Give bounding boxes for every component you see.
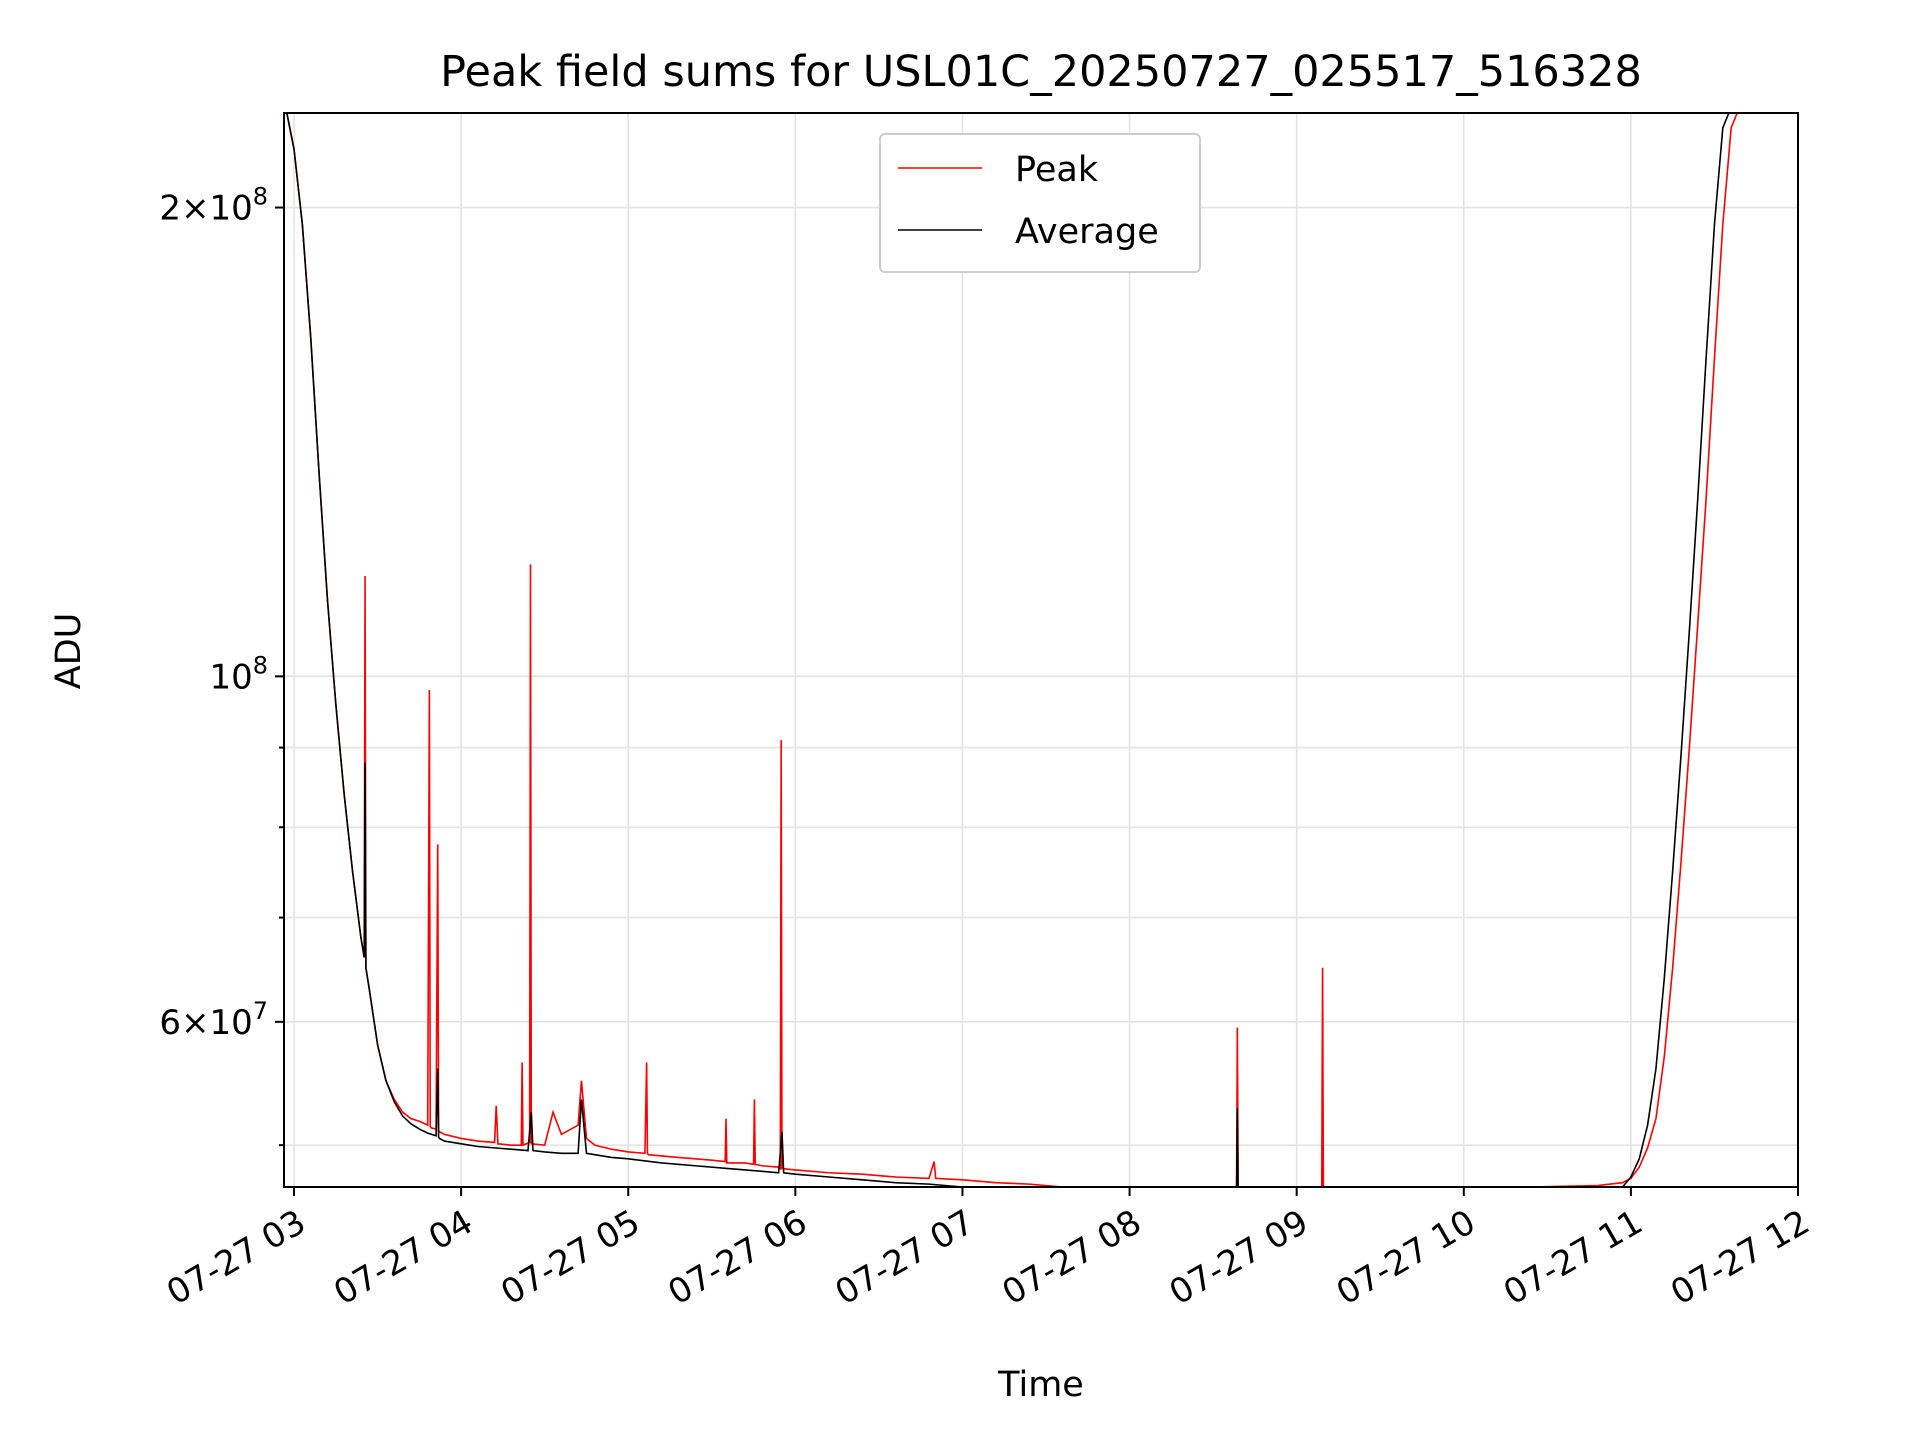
peak-series-line (286, 113, 1739, 1187)
y-tick-label: 6×107 (159, 997, 268, 1043)
legend-average-label: Average (1015, 212, 1159, 252)
legend-peak-label: Peak (1015, 150, 1099, 190)
y-tick-label: 108 (209, 651, 268, 697)
y-axis-label: ADU (49, 613, 89, 690)
chart-title: Peak field sums for USL01C_20250727_0255… (440, 47, 1642, 97)
average-series-line (286, 113, 1730, 1187)
y-tick-label: 2×108 (159, 183, 268, 229)
x-axis-label: Time (997, 1365, 1084, 1405)
y-axis-ticks: 6×107 108 2×108 (159, 183, 284, 1147)
plot-area-frame (283, 112, 1799, 1188)
legend: Peak Average (879, 133, 1201, 273)
